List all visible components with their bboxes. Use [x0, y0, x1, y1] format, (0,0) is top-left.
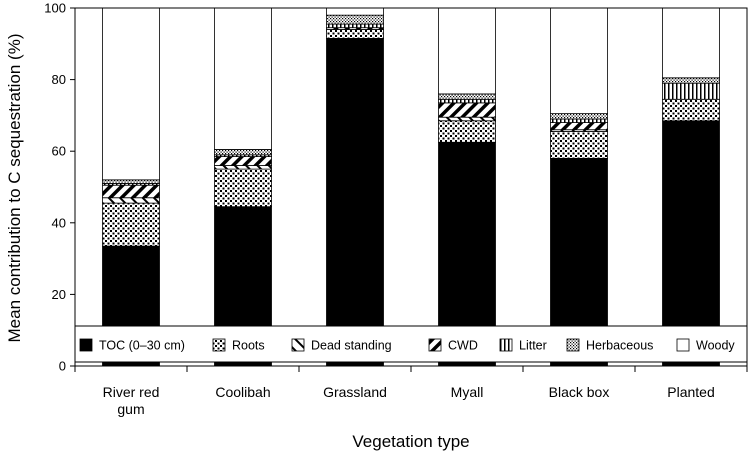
bar-segment — [102, 202, 160, 247]
bar-segment — [326, 29, 384, 39]
legend-swatch — [428, 338, 442, 352]
bar-segment — [214, 156, 272, 166]
legend-swatch — [291, 338, 305, 352]
legend-label: Roots — [232, 339, 265, 353]
bar-segment — [662, 7, 720, 79]
legend-label: Woody — [696, 339, 735, 353]
legend: TOC (0–30 cm) Roots Dead standing CWD Litter… — [74, 325, 748, 363]
bar-segment — [214, 149, 272, 156]
y-axis: 0 20 40 60 80 100 — [44, 1, 75, 374]
legend-label: Herbaceous — [586, 339, 653, 353]
bar-segment — [662, 77, 720, 84]
bar-segment — [438, 98, 496, 104]
x-tick-label: Myall — [451, 384, 484, 400]
bar-segment — [550, 113, 608, 120]
y-tick-label: 40 — [52, 215, 66, 230]
bar-segment — [438, 102, 496, 118]
bar-segment — [214, 165, 272, 170]
bar-segment — [550, 7, 608, 115]
x-tick-label: Coolibah — [215, 384, 270, 400]
bar-segment — [326, 38, 384, 367]
plot-frame — [74, 7, 748, 367]
bar-segment — [102, 184, 160, 199]
y-tick-label: 20 — [52, 287, 66, 302]
y-tick-label: 60 — [52, 144, 66, 159]
bar-segment — [662, 98, 720, 122]
bar-segment — [102, 197, 160, 204]
bar-segment — [550, 118, 608, 123]
bar-segment — [102, 7, 160, 181]
bar-segment — [438, 7, 496, 95]
y-axis-title: Mean contribution to C sequestration (%) — [5, 34, 24, 343]
x-tick-label: Planted — [667, 384, 714, 400]
bar-segment — [550, 122, 608, 131]
bar-segment — [662, 120, 720, 367]
y-tick-label: 0 — [59, 359, 66, 374]
bar-segment — [438, 116, 496, 122]
legend-label: Dead standing — [311, 339, 392, 353]
legend-label: Litter — [519, 339, 547, 353]
bar-segment — [550, 131, 608, 159]
x-axis: River red gum Coolibah Grassland Myall Black … — [74, 366, 748, 417]
legend-swatch — [212, 338, 226, 352]
x-tick-label: Black box — [549, 384, 610, 400]
legend-swatch — [499, 338, 513, 352]
y-tick-label: 80 — [52, 72, 66, 87]
legend-swatch — [79, 338, 93, 352]
bar-segment — [326, 7, 384, 16]
bar-segment — [326, 23, 384, 29]
legend-label: CWD — [448, 339, 478, 353]
bar-segment — [214, 7, 272, 150]
bar-segment — [102, 179, 160, 184]
bar-segment — [326, 14, 384, 25]
bar-segment — [214, 168, 272, 208]
legend-label: TOC (0–30 cm) — [99, 339, 185, 353]
bar-segment — [438, 120, 496, 143]
bar-segment — [662, 82, 720, 100]
bar-segment — [438, 93, 496, 100]
x-tick-label: Grassland — [323, 384, 387, 400]
x-tick-label: River red gum — [103, 384, 160, 417]
legend-swatch — [676, 338, 690, 352]
legend-swatch — [566, 338, 580, 352]
x-axis-title: Vegetation type — [352, 432, 469, 451]
y-tick-label: 100 — [44, 1, 66, 16]
bars — [102, 7, 720, 367]
